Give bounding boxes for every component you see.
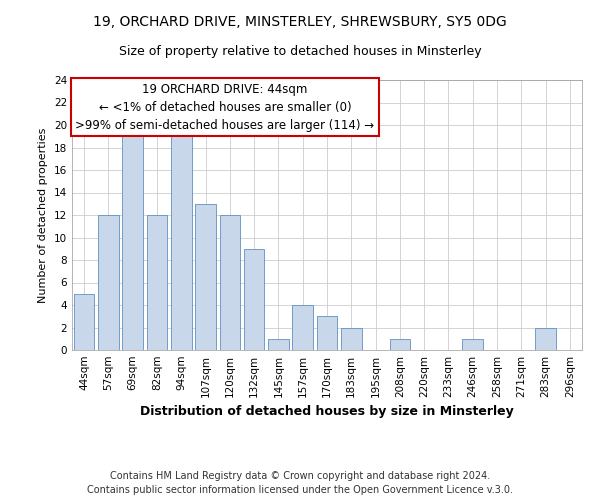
Bar — [292, 305, 313, 350]
Text: Contains HM Land Registry data © Crown copyright and database right 2024.
Contai: Contains HM Land Registry data © Crown c… — [87, 471, 513, 495]
Text: Size of property relative to detached houses in Minsterley: Size of property relative to detached ho… — [119, 45, 481, 58]
Bar — [268, 339, 289, 350]
Bar — [220, 215, 240, 350]
X-axis label: Distribution of detached houses by size in Minsterley: Distribution of detached houses by size … — [140, 406, 514, 418]
Text: 19 ORCHARD DRIVE: 44sqm
← <1% of detached houses are smaller (0)
>99% of semi-de: 19 ORCHARD DRIVE: 44sqm ← <1% of detache… — [76, 82, 374, 132]
Bar — [244, 249, 265, 350]
Bar — [146, 215, 167, 350]
Bar — [341, 328, 362, 350]
Bar — [122, 136, 143, 350]
Bar — [535, 328, 556, 350]
Y-axis label: Number of detached properties: Number of detached properties — [38, 128, 49, 302]
Bar — [98, 215, 119, 350]
Bar — [463, 339, 483, 350]
Bar — [389, 339, 410, 350]
Text: 19, ORCHARD DRIVE, MINSTERLEY, SHREWSBURY, SY5 0DG: 19, ORCHARD DRIVE, MINSTERLEY, SHREWSBUR… — [93, 15, 507, 29]
Bar — [74, 294, 94, 350]
Bar — [171, 136, 191, 350]
Bar — [317, 316, 337, 350]
Bar — [195, 204, 216, 350]
